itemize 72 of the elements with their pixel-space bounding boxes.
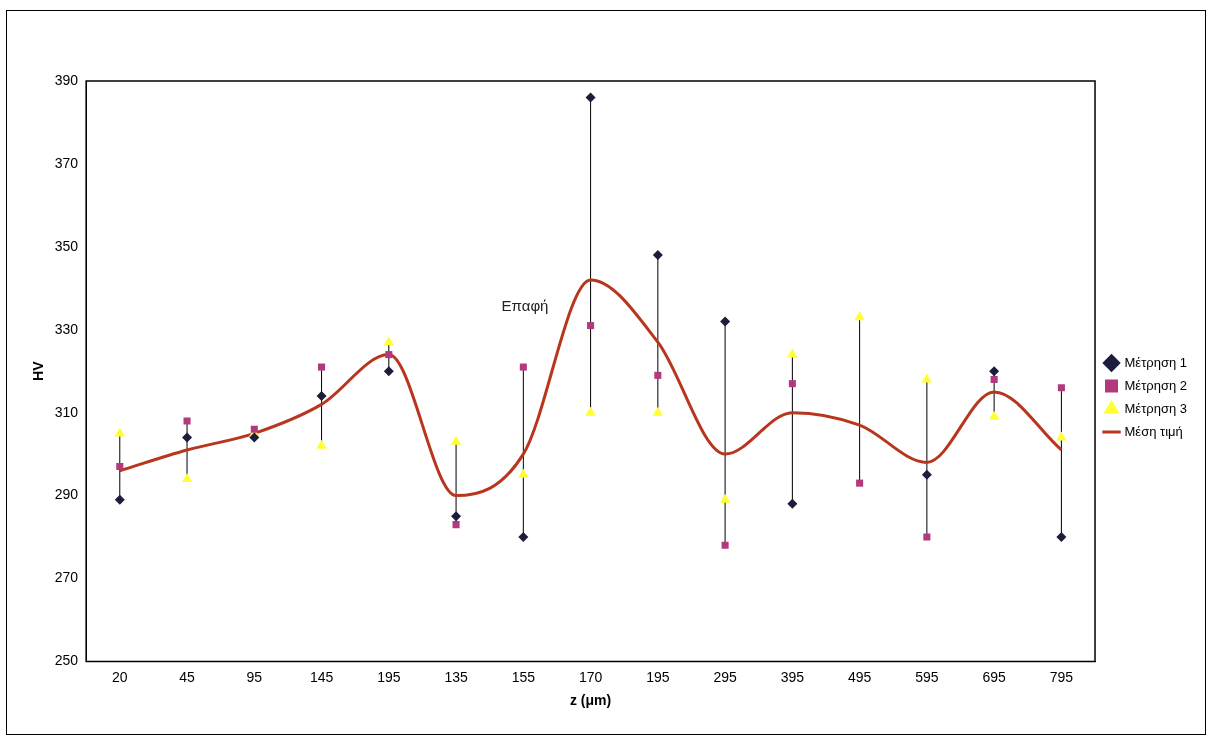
x-tick-label: 795 (1049, 668, 1074, 685)
x-tick-label: 145 (309, 668, 334, 685)
point (383, 336, 395, 346)
y-tick-label: 330 (54, 320, 79, 337)
point (719, 493, 731, 503)
legend-label: Μέση τιμή (1124, 423, 1183, 439)
point (587, 322, 595, 330)
line-series (118, 278, 1063, 498)
point (1056, 431, 1067, 441)
x-tick-label: 95 (246, 668, 263, 685)
point (116, 463, 124, 471)
y-axis-title: HV (30, 360, 47, 381)
x-tick-label: 155 (511, 668, 536, 685)
point (720, 316, 731, 327)
x-axis-title: z (μm) (569, 692, 612, 709)
x-tick-label: 695 (982, 668, 1007, 685)
point (316, 391, 327, 402)
point (585, 406, 596, 416)
x-tick-label: 45 (179, 668, 196, 685)
point (652, 250, 663, 261)
point (654, 371, 662, 379)
point (721, 541, 729, 549)
point (856, 479, 864, 487)
legend-label: Μέτρηση 3 (1124, 400, 1187, 416)
y-tick-label: 370 (54, 154, 79, 171)
x-tick-label: 395 (780, 668, 805, 685)
x-tick-label: 195 (377, 668, 401, 685)
x-tick-label: 20 (112, 668, 128, 685)
point (249, 432, 260, 443)
point (990, 375, 998, 384)
x-tick-label: 595 (915, 668, 939, 685)
point (923, 533, 931, 541)
point (989, 366, 1000, 377)
x-tick-label: 195 (646, 668, 670, 685)
point (788, 380, 796, 388)
point (585, 92, 596, 103)
point (1056, 532, 1067, 543)
legend-label: Μέτρηση 2 (1124, 377, 1187, 393)
x-tick-label: 495 (847, 668, 872, 685)
point (318, 363, 326, 371)
x-tick-label: 135 (444, 668, 468, 685)
annotation: Επαφή (501, 297, 549, 315)
point (183, 417, 191, 425)
point (181, 472, 193, 482)
point (652, 406, 664, 416)
point (1057, 384, 1065, 392)
x-tick-label: 170 (578, 668, 603, 685)
y-tick-label: 270 (54, 569, 79, 586)
point (250, 425, 258, 433)
y-tick-label: 310 (54, 403, 79, 420)
point (854, 311, 865, 321)
x-tick-label: 295 (713, 668, 737, 685)
point (988, 410, 1000, 420)
y-tick-label: 290 (54, 486, 79, 503)
point (114, 494, 125, 505)
y-tick-label: 350 (54, 237, 79, 254)
point (787, 348, 798, 358)
point (519, 363, 527, 371)
point (383, 366, 394, 377)
point (182, 432, 193, 443)
point (450, 435, 462, 445)
point (518, 532, 529, 543)
point (921, 469, 932, 480)
point (452, 521, 460, 529)
point (451, 511, 462, 522)
point (518, 468, 529, 478)
point (316, 439, 327, 449)
point (385, 351, 393, 359)
y-tick-label: 250 (54, 652, 79, 669)
y-tick-label: 390 (54, 71, 79, 88)
point (787, 498, 798, 509)
legend-label: Μέτρηση 1 (1124, 354, 1187, 370)
